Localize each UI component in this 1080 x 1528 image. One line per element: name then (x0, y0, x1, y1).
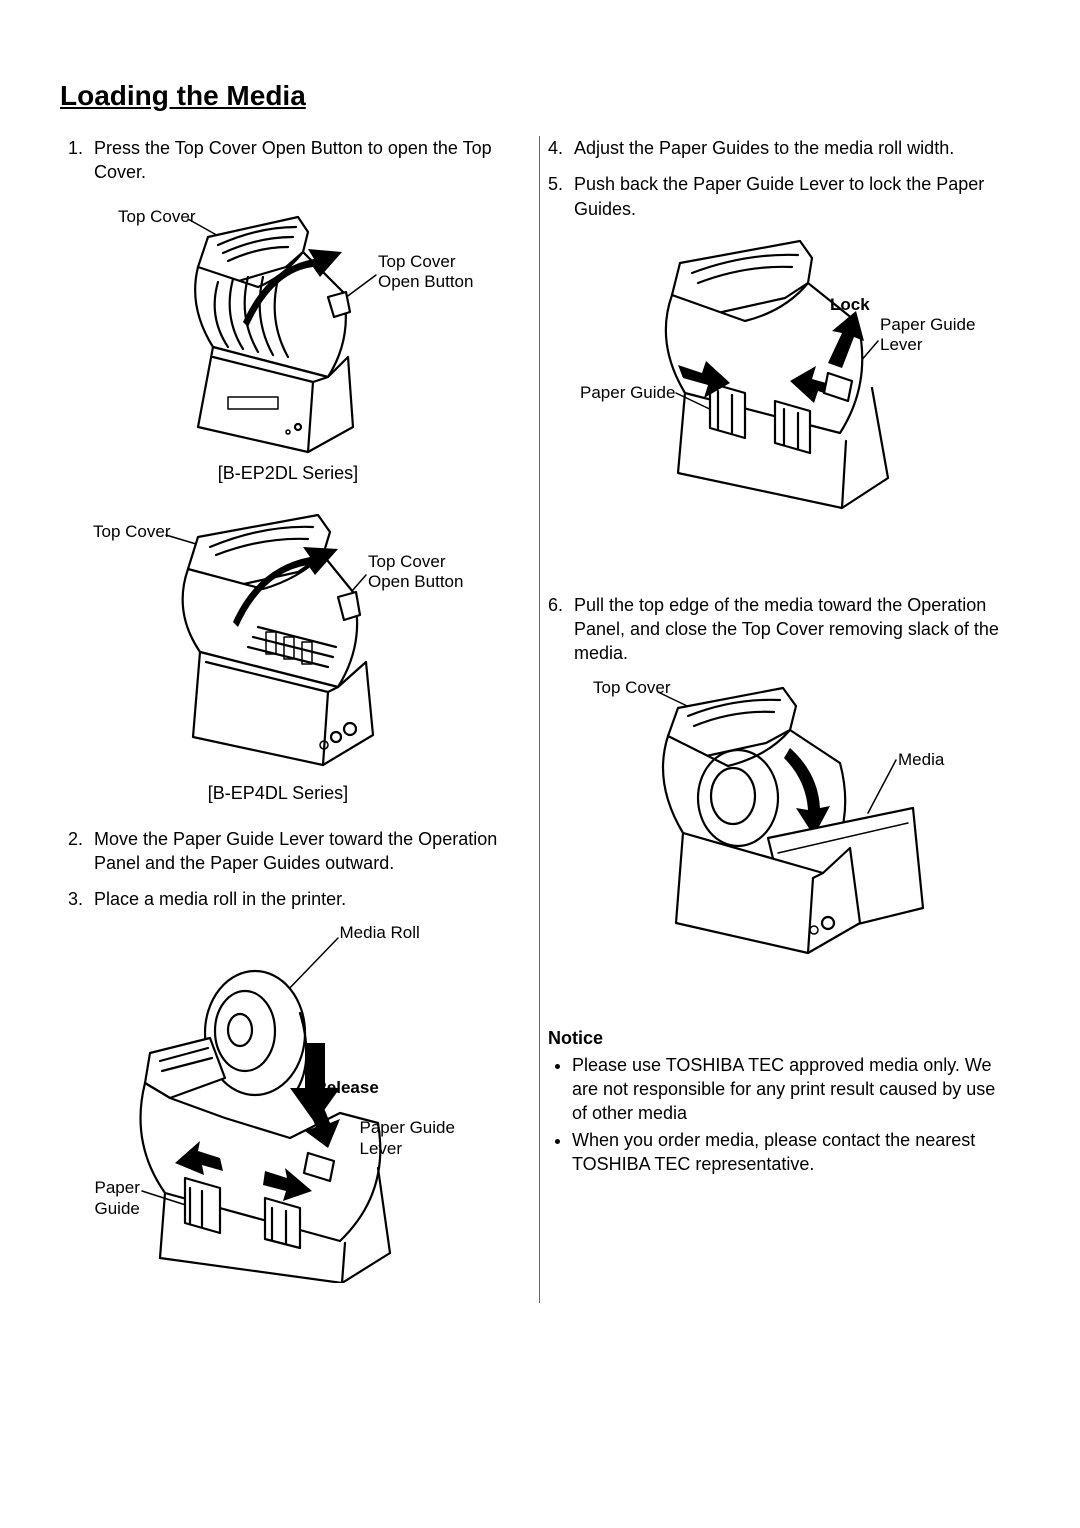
step-number: 5. (548, 172, 568, 221)
figure-lock-guide: Lock Paper Guide Lever Paper Guide (560, 233, 1000, 533)
figure-caption: [B-EP4DL Series] (88, 783, 468, 804)
printer-media-roll-icon (90, 923, 510, 1283)
label-media: Media (898, 750, 944, 770)
two-column-layout: 1. Press the Top Cover Open Button to op… (60, 136, 1020, 1303)
notice-title: Notice (548, 1028, 1012, 1049)
label-top-cover: Top Cover (93, 522, 170, 542)
label-paper-guide-lever: Paper Guide Lever (880, 315, 975, 356)
figure-caption: [B-EP2DL Series] (98, 463, 478, 484)
step-number: 2. (68, 827, 88, 876)
label-top-cover: Top Cover (118, 207, 195, 227)
step-text: Press the Top Cover Open Button to open … (94, 136, 531, 185)
step-number: 3. (68, 887, 88, 911)
figure-close-cover: Top Cover Media (568, 678, 988, 998)
label-open-button: Top Cover Open Button (368, 552, 463, 593)
step-number: 4. (548, 136, 568, 160)
label-lock: Lock (830, 295, 870, 315)
notice-list: Please use TOSHIBA TEC approved media on… (554, 1053, 1012, 1176)
right-column: 4. Adjust the Paper Guides to the media … (540, 136, 1020, 1303)
label-paper-guide: Paper Guide (95, 1178, 140, 1219)
step-text: Push back the Paper Guide Lever to lock … (574, 172, 1012, 221)
label-paper-guide-lever: Paper Guide Lever (360, 1118, 455, 1159)
step-2: 2. Move the Paper Guide Lever toward the… (68, 827, 531, 876)
notice-item: Please use TOSHIBA TEC approved media on… (572, 1053, 1012, 1126)
step-number: 1. (68, 136, 88, 185)
label-paper-guide: Paper Guide (580, 383, 675, 403)
step-text: Place a media roll in the printer. (94, 887, 346, 911)
label-open-button: Top Cover Open Button (378, 252, 473, 293)
step-text: Pull the top edge of the media toward th… (574, 593, 1012, 666)
printer-ep2dl-icon (98, 197, 478, 457)
notice-item: When you order media, please contact the… (572, 1128, 1012, 1177)
step-number: 6. (548, 593, 568, 666)
label-top-cover: Top Cover (593, 678, 670, 698)
label-release: Release (315, 1078, 379, 1098)
left-column: 1. Press the Top Cover Open Button to op… (60, 136, 540, 1303)
step-text: Adjust the Paper Guides to the media rol… (574, 136, 954, 160)
figure-media-roll: Media Roll Release Paper Guide Lever Pap… (90, 923, 510, 1283)
printer-close-cover-icon (568, 678, 988, 988)
figure-ep4dl: Top Cover Top Cover Open Button (88, 497, 468, 807)
step-6: 6. Pull the top edge of the media toward… (548, 593, 1012, 666)
step-5: 5. Push back the Paper Guide Lever to lo… (548, 172, 1012, 221)
printer-lock-guide-icon (560, 233, 1000, 523)
page-title: Loading the Media (60, 80, 1020, 112)
step-3: 3. Place a media roll in the printer. (68, 887, 531, 911)
step-4: 4. Adjust the Paper Guides to the media … (548, 136, 1012, 160)
step-text: Move the Paper Guide Lever toward the Op… (94, 827, 531, 876)
step-1: 1. Press the Top Cover Open Button to op… (68, 136, 531, 185)
label-media-roll: Media Roll (340, 923, 420, 943)
figure-ep2dl: Top Cover Top Cover Open Button (98, 197, 478, 477)
